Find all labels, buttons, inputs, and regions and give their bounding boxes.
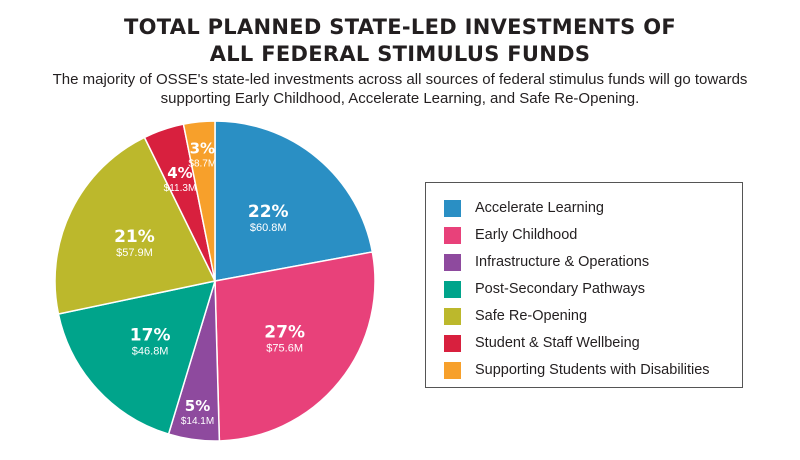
slice-percent-label: 4% [167, 164, 192, 182]
legend-label: Early Childhood [475, 227, 578, 243]
pie-slice-1 [214, 120, 374, 282]
slice-percent-label: 3% [190, 140, 215, 158]
legend-swatch [444, 361, 461, 379]
legend-swatch [444, 253, 461, 271]
slice-value-label: $11.3M [164, 183, 197, 194]
legend-item: Student & Staff Wellbeing [444, 333, 640, 353]
legend-item: Early Childhood [444, 225, 577, 245]
legend-label: Infrastructure & Operations [475, 254, 650, 270]
chart-legend: Accelerate Learning Early Childhood Infras… [425, 182, 743, 388]
slice-value-label: $75.6M [266, 342, 303, 354]
slice-percent-label: 27% [264, 322, 305, 342]
pie-slice-5 [54, 136, 217, 315]
pie-slice-2 [214, 251, 376, 442]
legend-swatch [444, 199, 461, 217]
chart-subtitle: The majority of OSSE's state-led investm… [20, 70, 780, 108]
slice-percent-label: 22% [248, 202, 289, 222]
slice-percent-label: 5% [185, 397, 210, 415]
slice-value-label: $57.9M [116, 247, 153, 259]
legend-item: Infrastructure & Operations [444, 252, 649, 272]
chart-subtitle-line-1: The majority of OSSE's state-led investm… [52, 71, 748, 88]
chart-title: TOTAL PLANNED STATE-LED INVESTMENTS OF A… [0, 14, 800, 68]
pie-slice-7 [182, 120, 216, 282]
slice-value-label: $14.1M [181, 416, 214, 427]
legend-swatch [444, 334, 461, 352]
legend-label: Accelerate Learning [475, 200, 604, 216]
slice-value-label: $8.7M [188, 159, 216, 170]
slice-percent-label: 21% [114, 227, 155, 247]
legend-label: Safe Re-Opening [475, 308, 588, 324]
legend-item: Supporting Students with Disabilities [444, 360, 710, 380]
legend-label: Student & Staff Wellbeing [475, 335, 640, 351]
chart-subtitle-line-2: supporting Early Childhood, Accelerate L… [160, 90, 640, 107]
legend-swatch [444, 280, 461, 298]
slice-value-label: $60.8M [250, 222, 287, 234]
legend-swatch [444, 307, 461, 325]
pie-slice-4 [57, 280, 217, 436]
slice-percent-label: 17% [130, 325, 171, 345]
slice-value-label: $46.8M [132, 345, 169, 357]
legend-swatch [444, 226, 461, 244]
chart-title-line-2: ALL FEDERAL STIMULUS FUNDS [209, 42, 591, 66]
legend-label: Post-Secondary Pathways [475, 281, 646, 297]
chart-title-line-1: TOTAL PLANNED STATE-LED INVESTMENTS OF [124, 15, 676, 39]
legend-item: Post-Secondary Pathways [444, 279, 645, 299]
legend-item: Safe Re-Opening [444, 306, 587, 326]
legend-label: Supporting Students with Disabilities [475, 362, 710, 378]
legend-item: Accelerate Learning [444, 198, 604, 218]
